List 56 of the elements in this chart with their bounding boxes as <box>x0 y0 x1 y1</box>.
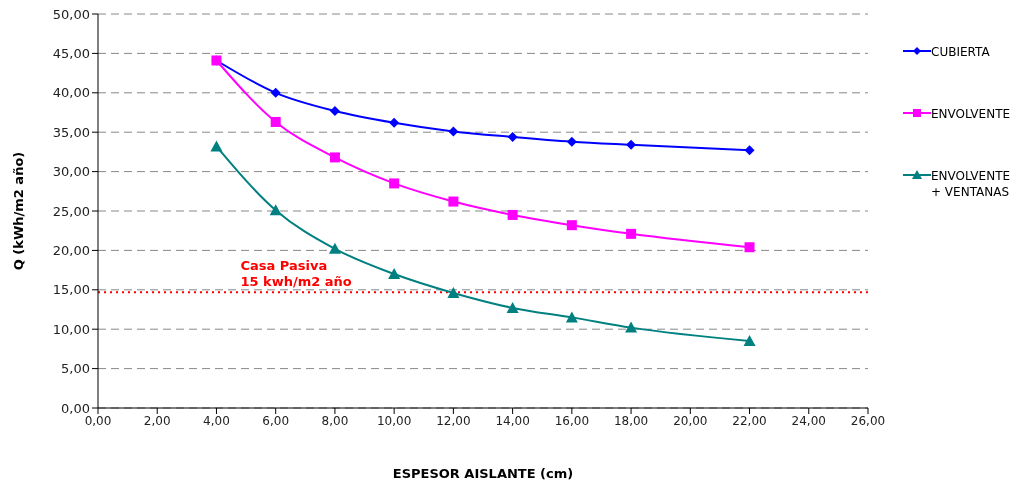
point <box>389 117 400 128</box>
y-tick-label: 5,00 <box>61 361 90 377</box>
point <box>566 136 577 147</box>
x-tick-label: 6,00 <box>262 413 290 428</box>
y-tick-label: 35,00 <box>52 124 90 140</box>
x-tick-label: 24,00 <box>791 413 826 428</box>
point <box>565 311 578 323</box>
x-tick-label: 18,00 <box>613 413 649 428</box>
point <box>389 178 400 189</box>
point <box>744 242 755 253</box>
ref-line-label: Casa Pasiva 15 kwh/m2 año <box>240 258 352 290</box>
x-tick-label: 14,00 <box>495 413 530 428</box>
point <box>447 286 460 298</box>
y-tick-label: 15,00 <box>52 282 90 298</box>
point <box>270 87 281 98</box>
point <box>448 126 459 137</box>
legend-label: ENVOLVENTE <box>931 106 1011 122</box>
point <box>269 204 282 216</box>
y-tick-label: 20,00 <box>52 243 90 259</box>
point <box>210 140 223 152</box>
x-tick-label: 4,00 <box>203 413 230 428</box>
point <box>507 209 518 220</box>
point <box>626 139 637 150</box>
point <box>506 301 519 313</box>
point <box>328 242 341 254</box>
y-tick-label: 25,00 <box>52 203 90 219</box>
y-axis-title: Q (kWh/m2 año) <box>10 151 26 271</box>
point <box>448 196 459 207</box>
x-tick-label: 0,00 <box>84 413 112 428</box>
point <box>743 335 756 347</box>
point <box>270 116 281 127</box>
x-tick-label: 20,00 <box>673 413 708 428</box>
y-tick-label: 30,00 <box>52 164 90 180</box>
point <box>744 145 755 156</box>
point <box>329 105 340 116</box>
x-tick-label: 2,00 <box>143 413 171 428</box>
y-tick-label: 50,00 <box>52 6 90 22</box>
point <box>388 268 401 280</box>
x-axis-title: ESPESOR AISLANTE (cm) <box>392 466 574 481</box>
y-tick-label: 10,00 <box>52 321 90 337</box>
point <box>329 152 340 163</box>
x-tick-label: 26,00 <box>850 413 886 428</box>
x-tick-label: 16,00 <box>554 413 590 428</box>
x-tick-label: 12,00 <box>436 413 471 428</box>
legend-label: CUBIERTA <box>931 44 990 60</box>
x-tick-label: 22,00 <box>732 413 767 428</box>
point <box>626 228 637 239</box>
y-tick-label: 0,00 <box>61 400 90 416</box>
point <box>507 131 518 142</box>
point <box>625 321 638 333</box>
x-tick-label: 8,00 <box>321 413 349 428</box>
point <box>566 220 577 231</box>
x-tick-label: 10,00 <box>376 413 412 428</box>
y-tick-label: 45,00 <box>52 46 90 62</box>
legend-label: ENVOLVENTE + VENTANAS <box>931 168 1011 200</box>
y-tick-label: 40,00 <box>52 85 90 101</box>
